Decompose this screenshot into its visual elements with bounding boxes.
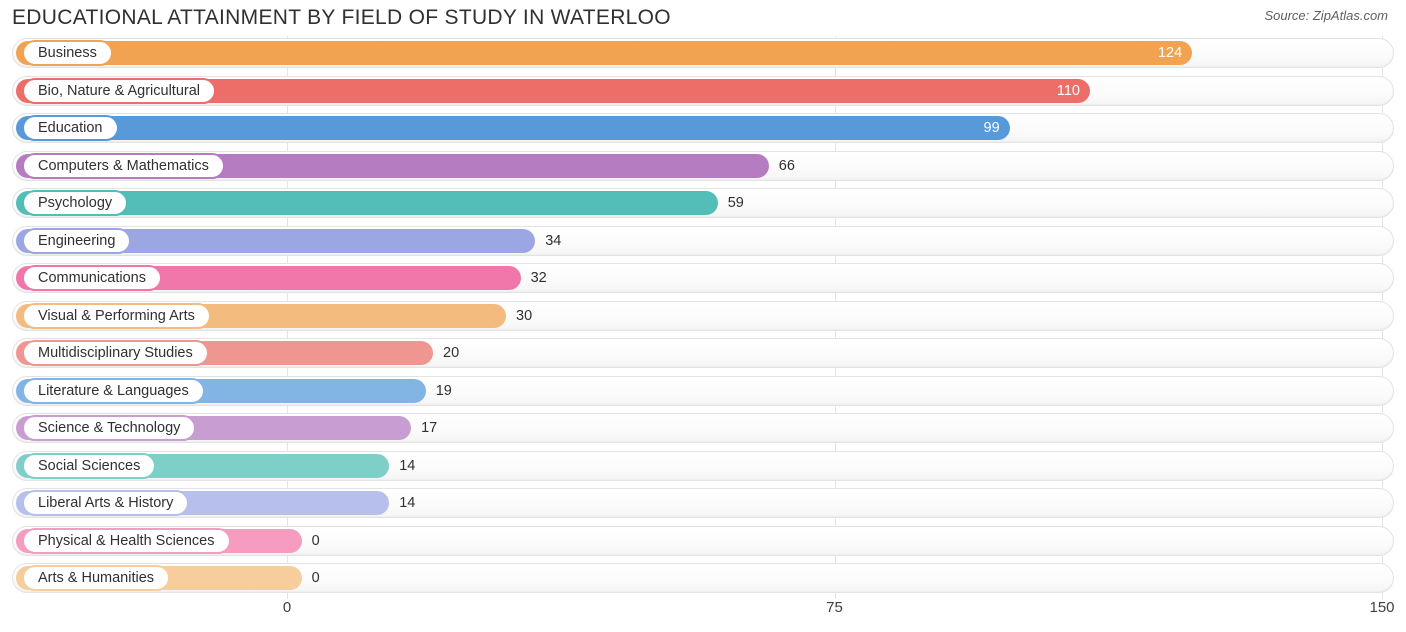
bar-row: Communications 32 — [12, 261, 1394, 295]
bar-fill — [16, 116, 1010, 140]
value-label: 32 — [531, 270, 547, 286]
category-pill: Arts & Humanities — [22, 565, 170, 591]
value-label: 110 — [1057, 83, 1080, 99]
bar-row: Social Sciences 14 — [12, 449, 1394, 483]
chart-title: EDUCATIONAL ATTAINMENT BY FIELD OF STUDY… — [12, 6, 671, 30]
value-label: 20 — [443, 345, 459, 361]
x-axis: 0 75 150 — [12, 599, 1394, 623]
x-tick: 0 — [283, 599, 291, 616]
value-label: 99 — [984, 120, 1000, 136]
bar-row: Business 124 — [12, 36, 1394, 70]
category-pill: Business — [22, 40, 113, 66]
category-pill: Visual & Performing Arts — [22, 303, 211, 329]
category-pill: Communications — [22, 265, 162, 291]
category-pill: Social Sciences — [22, 453, 156, 479]
value-label: 0 — [312, 570, 320, 586]
bar-row: Computers & Mathematics 66 — [12, 149, 1394, 183]
chart-area: Business 124 Bio, Nature & Agricultural 110… — [12, 36, 1394, 623]
category-pill: Literature & Languages — [22, 378, 205, 404]
bar-row: Engineering 34 — [12, 224, 1394, 258]
x-tick: 150 — [1369, 599, 1394, 616]
value-label: 66 — [779, 158, 795, 174]
source-attribution: Source: ZipAtlas.com — [1264, 6, 1388, 23]
x-tick: 75 — [826, 599, 843, 616]
value-label: 59 — [728, 195, 744, 211]
value-label: 124 — [1158, 45, 1182, 61]
value-label: 19 — [436, 383, 452, 399]
category-pill: Education — [22, 115, 119, 141]
bar-row: Physical & Health Sciences 0 — [12, 524, 1394, 558]
bar-fill — [16, 41, 1192, 65]
value-label: 34 — [545, 233, 561, 249]
value-label: 17 — [421, 420, 437, 436]
bar-row: Education 99 — [12, 111, 1394, 145]
value-label: 30 — [516, 308, 532, 324]
category-pill: Multidisciplinary Studies — [22, 340, 209, 366]
bar-row: Bio, Nature & Agricultural 110 — [12, 74, 1394, 108]
bar-row: Literature & Languages 19 — [12, 374, 1394, 408]
category-pill: Bio, Nature & Agricultural — [22, 78, 216, 104]
category-pill: Science & Technology — [22, 415, 196, 441]
category-pill: Liberal Arts & History — [22, 490, 189, 516]
category-pill: Psychology — [22, 190, 128, 216]
value-label: 14 — [399, 458, 415, 474]
bar-row: Science & Technology 17 — [12, 411, 1394, 445]
bar-row: Psychology 59 — [12, 186, 1394, 220]
category-pill: Physical & Health Sciences — [22, 528, 231, 554]
header: EDUCATIONAL ATTAINMENT BY FIELD OF STUDY… — [0, 0, 1406, 30]
value-label: 0 — [312, 533, 320, 549]
bar-row: Multidisciplinary Studies 20 — [12, 336, 1394, 370]
bar-row: Visual & Performing Arts 30 — [12, 299, 1394, 333]
bars-container: Business 124 Bio, Nature & Agricultural 110… — [12, 36, 1394, 595]
category-pill: Computers & Mathematics — [22, 153, 225, 179]
bar-row: Liberal Arts & History 14 — [12, 486, 1394, 520]
bar-row: Arts & Humanities 0 — [12, 561, 1394, 595]
category-pill: Engineering — [22, 228, 131, 254]
value-label: 14 — [399, 495, 415, 511]
